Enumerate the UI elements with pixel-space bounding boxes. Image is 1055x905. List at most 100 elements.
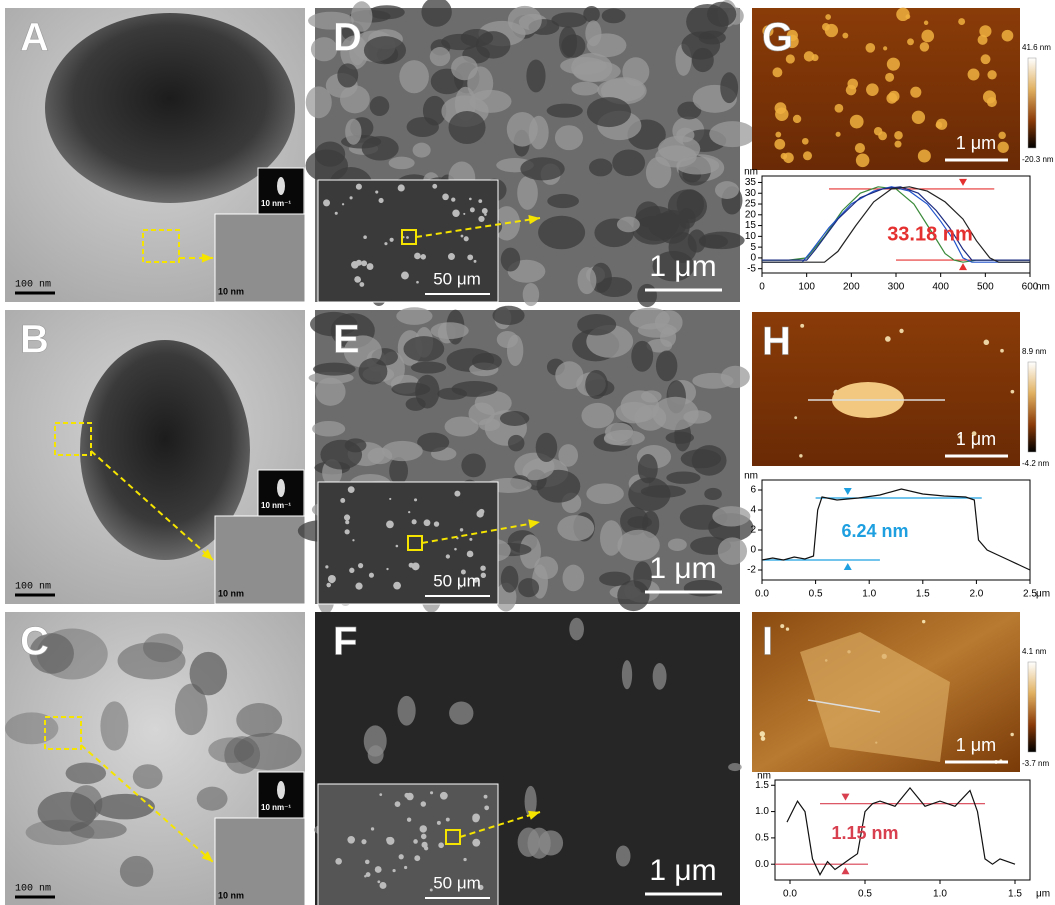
grain: [687, 229, 706, 253]
flake: [189, 651, 228, 696]
inset-particle: [389, 497, 392, 501]
grain: [585, 370, 608, 400]
saed-spot: [277, 177, 285, 195]
inset-particle: [377, 880, 381, 884]
arrow-head: [528, 215, 540, 225]
afm-feature: [785, 54, 795, 64]
inset-particle: [420, 254, 427, 260]
x-tick-label: 0.5: [809, 589, 823, 600]
inset-particle: [436, 820, 441, 825]
grain: [350, 1, 373, 32]
grain: [389, 457, 409, 485]
grain: [712, 506, 751, 527]
inset-particle: [345, 520, 350, 525]
grain: [557, 515, 595, 541]
grain: [396, 307, 433, 325]
arrow-head: [528, 810, 540, 820]
colorbar-max: 8.9 nm: [1022, 347, 1047, 356]
guide-marker: [843, 563, 852, 570]
inset-particle: [452, 209, 460, 217]
afm-feature: [1000, 348, 1004, 353]
colorbar: [1027, 361, 1037, 453]
afm-feature: [774, 138, 786, 150]
y-tick-label: 0.5: [755, 833, 769, 844]
grain: [524, 785, 537, 818]
afm-feature: [842, 32, 849, 39]
afm-feature: [803, 51, 815, 62]
grain: [363, 36, 407, 65]
grain: [559, 26, 578, 59]
afm-feature: [885, 336, 891, 342]
guide-marker: [841, 867, 850, 875]
grain: [586, 97, 632, 128]
grain: [583, 6, 600, 23]
x-tick-label: 100: [798, 282, 815, 293]
grain: [599, 571, 631, 587]
saed-inset: [257, 167, 305, 215]
y-tick-label: 10: [745, 231, 757, 242]
inset-particle: [478, 199, 483, 203]
afm-feature: [907, 38, 914, 46]
saed-scale: 10 nm⁻¹: [261, 199, 291, 208]
grain: [527, 827, 551, 859]
inset-particle: [466, 550, 474, 558]
inset-particle: [438, 842, 444, 849]
pointer-arrow: [459, 811, 541, 838]
inset-particle: [481, 207, 488, 214]
afm-feature: [834, 103, 844, 113]
hrtem-scale: 10 nm: [218, 286, 244, 296]
roi-box: [142, 229, 180, 263]
y-tick-label: 2: [750, 525, 756, 536]
flake: [236, 703, 283, 737]
afm-feature: [780, 624, 785, 629]
afm-feature: [760, 736, 766, 741]
grain: [381, 440, 423, 462]
inset-particle: [364, 859, 370, 865]
inset-particle: [411, 562, 420, 571]
inset-particle: [478, 884, 484, 891]
inset-particle: [478, 215, 485, 223]
grain: [585, 20, 602, 47]
afm-feature: [854, 143, 866, 154]
x-tick-label: 0: [759, 282, 765, 293]
inset-particle: [386, 520, 394, 529]
grain: [403, 336, 445, 362]
grain: [667, 538, 687, 551]
grain: [429, 47, 451, 67]
afm-feature: [835, 131, 841, 137]
panel-letter: A: [20, 16, 49, 60]
inset-particle: [430, 791, 434, 795]
inset-particle: [447, 253, 455, 261]
colorbar: [1027, 661, 1037, 753]
y-tick-label: -5: [747, 263, 756, 274]
flake: [37, 791, 97, 832]
inset-particle: [379, 793, 383, 797]
profile-line: [786, 786, 1016, 876]
height-annotation: 1.15 nm: [831, 823, 898, 843]
x-unit-label: μm: [1036, 589, 1050, 600]
inset-particle: [393, 581, 401, 590]
afm-feature: [799, 454, 803, 458]
inset-particle: [439, 791, 448, 800]
afm-feature: [849, 114, 864, 129]
y-tick-label: 15: [745, 220, 757, 231]
grain: [652, 396, 699, 431]
grain: [554, 125, 583, 151]
inset-particle: [359, 282, 365, 287]
grain: [709, 121, 756, 148]
afm-feature: [886, 57, 900, 71]
x-tick-label: 1.0: [933, 889, 947, 900]
roi-box: [54, 422, 92, 456]
afm-feature: [762, 25, 774, 37]
inset-particle: [323, 199, 331, 207]
grain: [612, 149, 646, 177]
inset-particle: [420, 801, 427, 807]
afm-feature: [855, 153, 870, 168]
inset-particle: [413, 839, 418, 844]
afm-feature: [801, 137, 809, 145]
afm-feature: [983, 339, 990, 346]
afm-feature: [785, 627, 790, 631]
x-tick-label: 600: [1022, 282, 1039, 293]
afm-feature: [865, 43, 876, 53]
